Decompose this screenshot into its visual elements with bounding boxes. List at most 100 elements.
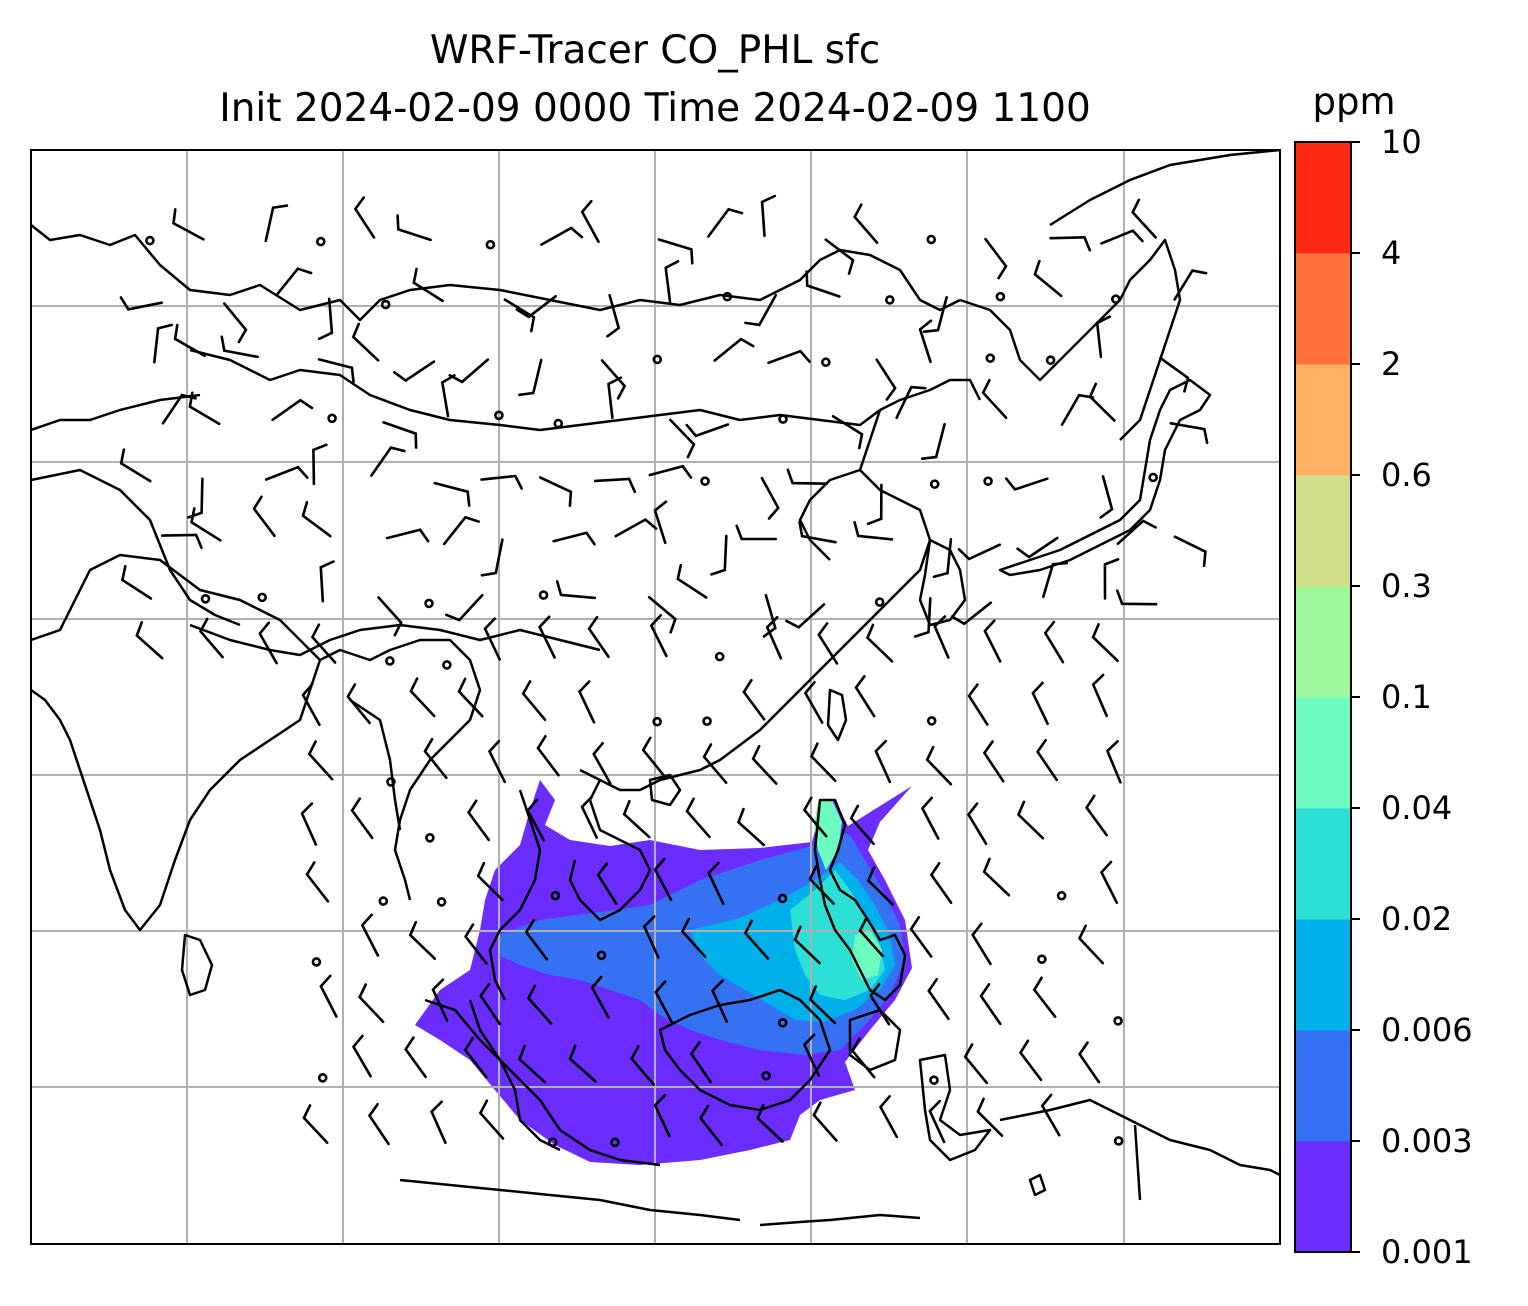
- wind-barb: [577, 680, 596, 724]
- wind-barb: [382, 421, 418, 449]
- wind-barb: [957, 543, 1002, 561]
- wind-barb: [606, 293, 621, 338]
- calm-wind-marker: [538, 590, 549, 600]
- wind-barb: [1042, 561, 1069, 599]
- wind-barb: [689, 1041, 712, 1084]
- wind-barb: [393, 360, 436, 383]
- wind-barb: [350, 797, 374, 840]
- wind-barb: [305, 861, 330, 903]
- plume-level-0.04: [814, 800, 842, 870]
- wind-barb: [895, 385, 927, 420]
- wind-barb: [120, 565, 153, 600]
- calm-wind-marker: [761, 1070, 771, 1081]
- wind-barb: [1060, 393, 1095, 426]
- wind-barb: [319, 974, 338, 1018]
- wind-barb: [457, 677, 484, 718]
- wind-barb: [464, 923, 488, 965]
- wind-barb: [657, 238, 694, 265]
- wind-barb: [1032, 976, 1057, 1018]
- calm-wind-marker: [442, 660, 452, 670]
- wind-barb: [302, 1104, 329, 1144]
- wind-barb: [742, 678, 766, 721]
- wind-barb: [1040, 1093, 1061, 1137]
- wind-barb: [552, 531, 596, 546]
- wind-barb: [614, 518, 658, 538]
- wind-barb: [653, 857, 673, 901]
- wind-barb: [866, 866, 894, 906]
- colorbar-segment: [1295, 1030, 1351, 1142]
- wind-barb: [596, 862, 618, 905]
- colorbar-tick-label: 2: [1381, 345, 1401, 383]
- calm-wind-marker: [553, 418, 564, 429]
- wind-barb: [271, 398, 314, 422]
- calm-wind-marker: [929, 1075, 939, 1085]
- colorbar: 0.001 0.003 0.006 0.02 0.04 0.1 0.3 0.6 2 4 10: [1295, 123, 1473, 1271]
- wind-barb: [909, 916, 933, 958]
- wind-barb: [252, 495, 276, 538]
- calm-wind-marker: [926, 234, 937, 245]
- wind-barb: [707, 861, 725, 906]
- wind-barb: [568, 1044, 597, 1083]
- wind-barb: [685, 797, 711, 839]
- wind-barb: [1016, 536, 1059, 559]
- wind-barb: [630, 1045, 655, 1086]
- wind-barb: [649, 614, 668, 658]
- wind-barb: [664, 260, 680, 303]
- calm-wind-marker: [1148, 472, 1158, 483]
- tracer-plume: [415, 780, 912, 1165]
- wind-barb: [445, 593, 484, 622]
- colorbar-segment: [1295, 142, 1351, 254]
- wind-barb: [173, 323, 206, 358]
- wind-barb: [536, 735, 560, 777]
- calm-wind-marker: [1113, 1136, 1124, 1146]
- calm-wind-marker: [436, 897, 447, 907]
- wind-barb: [593, 477, 637, 494]
- wind-barb: [353, 196, 376, 239]
- wind-barb: [580, 199, 600, 243]
- wind-barb: [423, 737, 448, 780]
- calm-wind-marker: [485, 239, 496, 250]
- wind-barb: [751, 744, 778, 785]
- calm-wind-marker: [778, 414, 788, 424]
- wind-barb: [793, 925, 821, 965]
- wind-barb: [319, 560, 335, 603]
- colorbar-segment: [1295, 808, 1351, 920]
- wind-barb: [812, 1101, 838, 1142]
- wind-barb: [540, 226, 584, 246]
- colorbar-frame: [1294, 141, 1352, 1253]
- wind-barb: [803, 681, 824, 724]
- wind-barb: [798, 521, 837, 544]
- wind-barb: [521, 680, 547, 721]
- calm-wind-marker: [380, 299, 391, 310]
- wind-barb: [854, 675, 876, 718]
- colorbar-tick-label: 0.001: [1381, 1233, 1473, 1271]
- map-area: [31, 150, 1280, 1244]
- wind-barb: [869, 983, 891, 1026]
- wind-barb: [198, 617, 224, 659]
- wind-barb: [853, 521, 894, 541]
- calm-wind-marker: [821, 357, 831, 368]
- wind-barb: [220, 335, 259, 359]
- wind-barb: [933, 615, 950, 659]
- wind-barb: [367, 1102, 390, 1146]
- wind-barb: [480, 474, 523, 490]
- wind-barb: [765, 616, 783, 660]
- wind-barb: [971, 922, 992, 966]
- wind-barb: [802, 796, 828, 838]
- calm-wind-marker: [327, 413, 337, 424]
- wind-barb: [1116, 589, 1158, 606]
- calm-wind-marker: [1045, 355, 1056, 365]
- wind-barb: [187, 477, 204, 519]
- wind-barb: [950, 601, 993, 626]
- wind-barb: [409, 677, 436, 718]
- colorbar-unit-label: ppm: [1312, 80, 1396, 123]
- wind-barb: [518, 358, 543, 397]
- calm-wind-marker: [316, 236, 326, 247]
- wind-barb: [641, 736, 666, 778]
- colorbar-tick-label: 0.006: [1381, 1011, 1473, 1049]
- wind-barb: [190, 507, 222, 542]
- wind-barb: [966, 802, 988, 845]
- wind-barb: [785, 603, 826, 629]
- wind-barb: [913, 597, 932, 638]
- colorbar-segment: [1295, 586, 1351, 698]
